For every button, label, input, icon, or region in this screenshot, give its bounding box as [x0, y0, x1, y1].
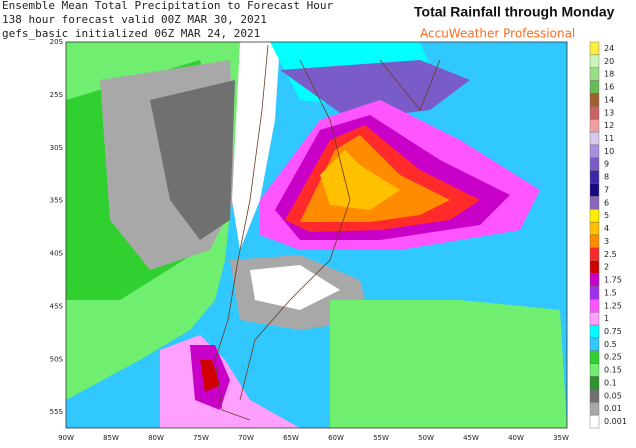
legend-swatch — [589, 312, 600, 326]
legend-swatch — [589, 221, 600, 236]
legend-label: 16 — [604, 83, 614, 92]
lon-label: 90W — [58, 434, 74, 442]
legend-swatch — [589, 234, 600, 249]
legend-label: 0.1 — [604, 378, 617, 387]
legend-swatch — [589, 350, 600, 364]
legend-label: 0.75 — [604, 327, 622, 336]
legend-label: 1.25 — [604, 301, 622, 310]
legend-swatch — [589, 170, 600, 184]
legend-swatch — [589, 118, 600, 133]
legend-swatch — [589, 363, 600, 377]
legend-swatch — [589, 183, 600, 197]
lat-label: 35S — [50, 197, 64, 205]
lon-label: 75W — [193, 434, 209, 442]
lat-label: 30S — [50, 144, 64, 152]
legend-swatch — [589, 157, 600, 171]
lon-label: 80W — [148, 434, 164, 442]
legend-swatch — [589, 41, 600, 56]
lat-label: 45S — [50, 302, 64, 310]
header-line: Ensemble Mean Total Precipitation to For… — [2, 0, 334, 12]
lon-label: 85W — [103, 434, 119, 442]
legend: 24 20 18 16 14 13 12 11 10 9 8 7 6 5 4 3 2.5 2 1.75 1.5 1.25… — [589, 41, 627, 429]
legend-label: 8 — [604, 173, 609, 182]
legend-swatch — [589, 273, 600, 287]
header-line: gefs_basic initialized 06Z MAR 24, 2021 — [2, 27, 260, 40]
legend-swatch — [589, 324, 600, 339]
brand: AccuWeather Professional — [420, 27, 575, 41]
legend-label: 0.001 — [604, 417, 627, 426]
legend-label: 24 — [604, 44, 614, 53]
legend-label: 9 — [604, 160, 609, 169]
lon-label: 35W — [553, 434, 569, 442]
map-title: Total Rainfall through Monday — [414, 4, 615, 20]
lon-label: 55W — [373, 434, 389, 442]
lon-label: 65W — [283, 434, 299, 442]
legend-label: 11 — [604, 134, 614, 143]
legend-label: 2.5 — [604, 250, 617, 259]
legend-label: 5 — [604, 211, 609, 220]
lat-label: 40S — [50, 250, 64, 258]
legend-label: 1.75 — [604, 276, 622, 285]
legend-label: 18 — [604, 70, 614, 79]
legend-label: 7 — [604, 185, 609, 194]
legend-swatch — [589, 131, 600, 146]
legend-label: 6 — [604, 198, 609, 207]
lat-label: 50S — [50, 355, 64, 363]
legend-label: 12 — [604, 121, 614, 130]
legend-swatch — [589, 337, 600, 351]
header-line: 138 hour forecast valid 00Z MAR 30, 2021 — [2, 13, 267, 26]
legend-label: 2 — [604, 263, 609, 272]
legend-swatch — [589, 414, 600, 429]
lon-label: 50W — [418, 434, 434, 442]
precip-field — [65, 41, 568, 429]
lat-label: 25S — [50, 91, 64, 99]
legend-label: 0.15 — [604, 366, 622, 375]
legend-label: 10 — [604, 147, 614, 156]
legend-label: 0.05 — [604, 391, 622, 400]
legend-label: 4 — [604, 224, 609, 233]
legend-swatch — [589, 260, 600, 274]
lat-label: 20S — [50, 38, 64, 46]
lon-label: 60W — [328, 434, 344, 442]
legend-label: 13 — [604, 108, 614, 117]
legend-swatch — [589, 196, 600, 210]
lon-label: 40W — [508, 434, 524, 442]
legend-swatch — [589, 106, 600, 120]
lon-label: 70W — [238, 434, 254, 442]
legend-label: 0.01 — [604, 404, 622, 413]
legend-label: 14 — [604, 95, 614, 104]
legend-swatch — [589, 93, 600, 107]
legend-label: 20 — [604, 57, 614, 66]
legend-label: 1.5 — [604, 288, 617, 297]
legend-swatch — [589, 144, 600, 159]
legend-swatch — [589, 67, 600, 81]
legend-swatch — [589, 389, 600, 403]
legend-label: 0.5 — [604, 340, 617, 349]
legend-swatch — [589, 376, 600, 390]
legend-label: 3 — [604, 237, 609, 246]
legend-swatch — [589, 247, 600, 261]
legend-label: 0.25 — [604, 353, 622, 362]
legend-swatch — [589, 209, 600, 223]
legend-swatch — [589, 286, 600, 300]
lon-label: 45W — [463, 434, 479, 442]
legend-swatch — [589, 402, 600, 416]
lat-label: 55S — [50, 408, 64, 416]
legend-swatch — [589, 54, 600, 68]
legend-swatch — [589, 299, 600, 313]
legend-label: 1 — [604, 314, 609, 323]
legend-swatch — [589, 80, 600, 94]
